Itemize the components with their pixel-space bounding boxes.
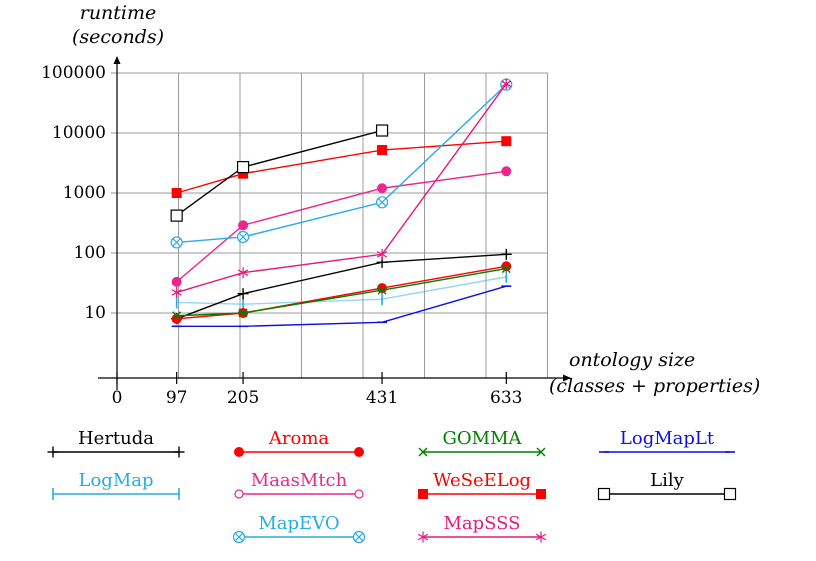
marker-star [417,531,429,543]
marker-square [418,489,428,499]
legend-line-logmap [52,488,180,500]
marker-circle-x [170,236,183,249]
marker-circle [377,283,388,294]
marker-cross [238,308,248,318]
marker-circle-open [234,489,244,499]
marker-square-open [723,487,737,501]
legend-label-aroma: Aroma [268,428,330,449]
marker-circle-x [375,196,389,209]
marker-cross [536,447,546,457]
legend-line-maasmtch [234,489,364,499]
marker-circle [171,276,182,287]
x-tick-label-633: 633 [490,388,523,408]
marker-plus [173,446,185,458]
legend-entry-logmaplt: LogMapLt [597,428,737,460]
marker-square [238,168,249,179]
marker-plus [47,446,59,458]
legend-entry-aroma: Aroma [232,428,366,460]
marker-square-open [236,161,250,174]
legend-label-mapevo: MapEVO [258,513,340,534]
legend-line-logmaplt [599,451,735,453]
series-mapsss [171,78,512,298]
x-axis-title: ontology size (classes + properties) [549,347,815,399]
marker-star [237,267,249,279]
gridlines [111,72,548,378]
legend-label-logmaplt: LogMapLt [619,428,715,449]
legend-entry-hertuda: Hertuda [46,428,186,460]
legend-line-mapevo [232,530,366,544]
marker-circle-open [354,489,364,499]
legend-label-mapsss: MapSSS [443,513,521,534]
legend-label-maasmtch: MaasMtch [250,470,348,491]
marker-square [501,136,512,147]
legend-entry-mapevo: MapEVO [232,513,366,545]
x-axis-title-line1: ontology size [569,349,696,371]
series-lily [170,124,389,222]
legend-entry-logmap: LogMap [46,470,186,502]
marker-cross [377,285,387,295]
x-tick-label-0: 0 [111,388,123,408]
legend-label-lily: Lily [650,470,684,491]
marker-circle [501,166,512,177]
marker-circle-x [236,230,250,244]
marker-circle-x [232,530,246,544]
y-tick-label-10: 10 [84,303,106,323]
x-tick-label-431: 431 [365,388,399,408]
series-mapevo [170,78,513,249]
series-maasmtch [171,166,512,287]
legend-entry-gomma: GOMMA [416,428,548,460]
marker-cross [501,264,511,274]
y-tick-label-10000: 10000 [51,123,106,143]
marker-square [536,489,546,499]
marker-circle [354,447,364,457]
y-tick-label-100000: 100000 [41,63,106,83]
marker-circle [234,447,244,457]
legend-line-mapsss [417,531,547,543]
marker-star [171,286,182,298]
legend-entry-weseelog: WeSeELog [416,470,548,502]
legend-label-weseelog: WeSeELog [432,470,532,491]
marker-plus [237,288,249,300]
y-axis-title-line2: (seconds) [71,26,165,48]
marker-star [376,248,388,260]
legend-label-hertuda: Hertuda [77,428,155,449]
legend-label-logmap: LogMap [78,470,154,491]
marker-cross [172,311,182,321]
marker-star [501,78,512,90]
legend-label-gomma: GOMMA [442,428,522,449]
legend-entry-mapsss: MapSSS [416,513,548,545]
y-tick-label-100: 100 [73,243,106,263]
legend-entry-maasmtch: MaasMtch [232,470,366,502]
x-tick-label-205: 205 [226,388,260,408]
legend-line-weseelog [418,489,546,499]
marker-cross [418,447,428,457]
marker-square-open [375,124,389,137]
marker-square [171,188,182,198]
legend-entry-lily: Lily [597,470,737,502]
legend-line-aroma [234,447,364,457]
x-tick-label-97: 97 [165,388,188,408]
series-logmaplt [171,285,512,328]
marker-square [377,145,388,156]
series-gomma [172,264,511,321]
marker-circle-x [352,530,366,544]
marker-circle [238,220,249,231]
axes [98,56,571,390]
marker-square-open [170,209,183,222]
legend-line-lily [597,487,737,501]
marker-star [535,531,547,543]
y-axis-title: runtime (seconds) [38,1,198,49]
marker-plus [500,248,512,260]
marker-square-open [597,487,611,501]
series-weseelog [171,136,512,198]
legend-line-hertuda [47,446,185,458]
marker-circle [377,183,388,194]
y-axis-title-line1: runtime [79,2,157,24]
x-axis-title-line2: (classes + properties) [549,375,761,397]
y-tick-label-1000: 1000 [62,183,106,203]
legend-line-gomma [418,447,546,457]
